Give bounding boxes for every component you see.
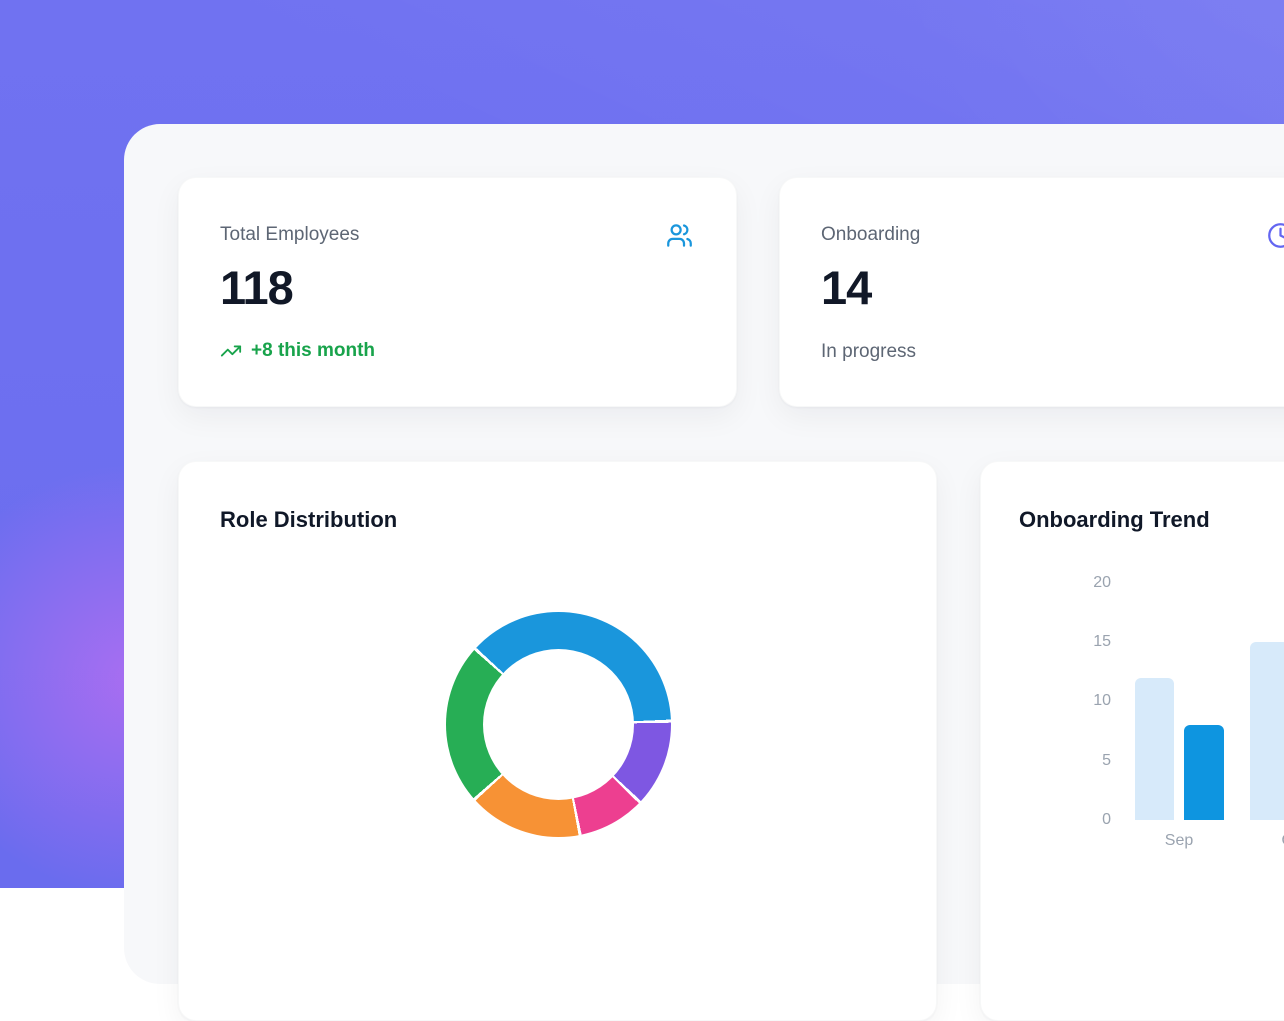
role-distribution-card: Role Distribution (178, 461, 937, 1021)
x-axis-month-label: Oct (1259, 831, 1284, 851)
stat-value: 14 (821, 261, 872, 314)
y-axis-tick-label: 0 (1102, 811, 1111, 828)
y-axis-tick-label: 10 (1093, 692, 1111, 709)
onboarding-trend-title: Onboarding Trend (1019, 507, 1210, 532)
trending-up-icon (220, 345, 242, 357)
clock-icon (1268, 223, 1284, 248)
onboarding-trend-bar-chart: 20 15 10 5 0 Sep Oct (981, 462, 1284, 1020)
onboarding-trend-card: Onboarding Trend 20 15 10 5 0 Sep Oct (980, 461, 1284, 1021)
stat-label: Total Employees (220, 224, 360, 245)
purple-background: Total Employees 118 +8 this month Onboar… (0, 0, 1284, 888)
dashboard-panel: Total Employees 118 +8 this month Onboar… (124, 124, 1284, 1021)
stat-sublabel: In progress (821, 341, 917, 362)
stat-value: 118 (220, 261, 294, 314)
bar-light (1135, 678, 1174, 820)
bar-dark (1184, 725, 1224, 820)
total-employees-card: Total Employees 118 +8 this month (178, 177, 737, 407)
role-distribution-title: Role Distribution (220, 507, 398, 532)
x-axis-month-label: Sep (1164, 832, 1194, 849)
role-distribution-donut-chart (446, 612, 671, 837)
stat-trend: +8 this month (220, 338, 375, 364)
stat-trend-text: +8 this month (251, 340, 376, 361)
y-axis-tick-label: 15 (1093, 633, 1111, 650)
y-axis-tick-label: 5 (1102, 752, 1111, 769)
stat-label: Onboarding (821, 224, 921, 245)
y-axis-tick-label: 20 (1093, 574, 1111, 591)
users-icon (667, 224, 692, 247)
onboarding-card: Onboarding 14 In progress (779, 177, 1284, 407)
bar-light (1250, 642, 1284, 820)
